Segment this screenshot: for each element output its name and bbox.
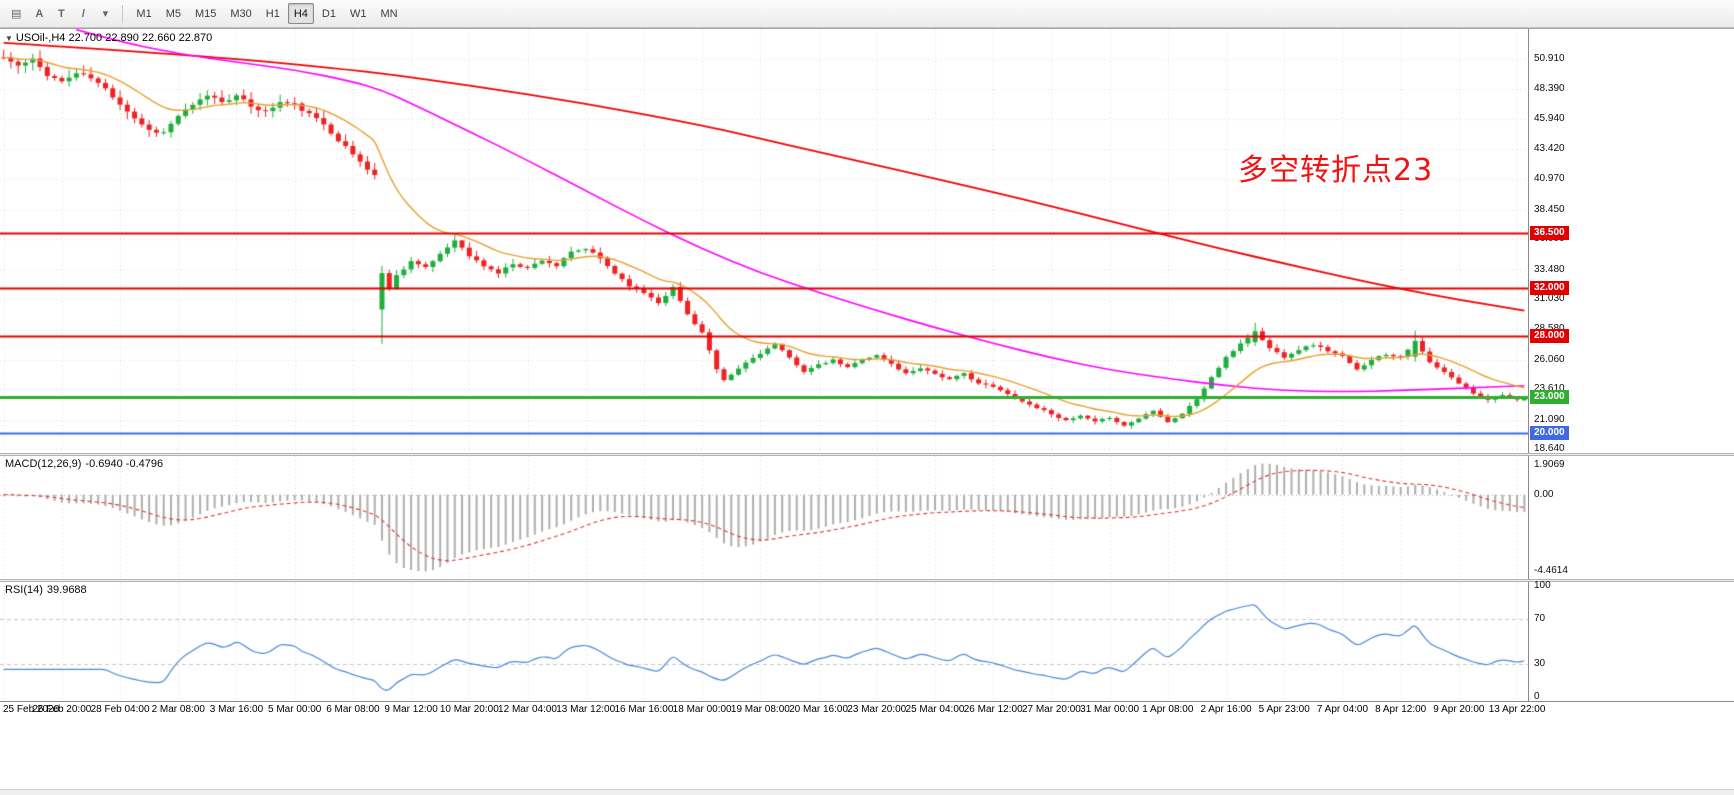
ohlc-values: 22.700 22.890 22.660 22.870 [68, 32, 213, 44]
macd-axis[interactable]: 1.9069 0.00 -4.4614 [1528, 456, 1733, 579]
time-label: 5 Apr 23:00 [1258, 704, 1310, 715]
time-label: 19 Mar 08:00 [730, 704, 790, 715]
hline-price-badge: 32.000 [1530, 280, 1569, 295]
time-label: 25 Feb 2020 [3, 704, 60, 715]
time-label: 16 Mar 16:00 [614, 704, 674, 715]
price-label: 33.480 [1534, 263, 1565, 275]
rsi-panel: RSI(14) 39.9688 100 70 30 0 [0, 580, 1733, 702]
cursor-tool-icon[interactable]: A [35, 7, 44, 20]
macd-zero-label: 0.00 [1534, 488, 1554, 500]
timeframe-button-group: M1 M5 M15 M30 H1 H4 D1 W1 MN [129, 3, 404, 24]
timeframe-h4[interactable]: H4 [287, 3, 314, 24]
time-label: 10 Mar 20:00 [439, 704, 499, 715]
time-label: 28 Feb 04:00 [90, 704, 150, 715]
price-label: 43.420 [1534, 143, 1565, 155]
time-label: 25 Mar 04:00 [905, 704, 965, 715]
timeframe-h1[interactable]: H1 [265, 7, 280, 20]
rsi-level-label: 100 [1534, 580, 1551, 592]
time-label: 5 Mar 00:00 [267, 704, 322, 715]
macd-canvas[interactable] [0, 456, 1528, 579]
timeframe-m15[interactable]: M15 [194, 7, 217, 20]
text-tool-icon[interactable]: T [58, 7, 65, 20]
timeframe-m30[interactable]: M30 [230, 7, 252, 20]
time-axis[interactable]: 25 Feb 2020 26 Feb 20:00 28 Feb 04:00 2 Mar… [0, 701, 1734, 719]
price-label: 45.940 [1534, 112, 1565, 124]
time-label: 18 Mar 00:00 [672, 704, 732, 715]
timeframe-m5[interactable]: M5 [165, 7, 181, 20]
price-axis[interactable]: 50.91048.39045.94043.42040.97038.45036.0… [1528, 29, 1733, 455]
price-panel: ▼ USOil-,H4 22.700 22.890 22.660 22.870 多… [0, 29, 1733, 455]
rsi-level-label: 0 [1534, 690, 1540, 702]
rsi-current-value: 39.9688 [46, 584, 87, 596]
collapse-arrow-icon[interactable]: ▼ [5, 34, 13, 43]
macd-panel: MACD(12,26,9) -0.6940 -0.4796 1.9069 0.00 -… [0, 456, 1733, 579]
time-label: 23 Mar 20:00 [847, 704, 907, 715]
price-label: 26.060 [1534, 353, 1565, 365]
rsi-canvas[interactable] [0, 582, 1528, 701]
rsi-name: RSI(14) [5, 584, 43, 596]
macd-current-values: -0.6940 -0.4796 [85, 458, 164, 470]
panel-splitter[interactable] [0, 453, 1734, 456]
drawing-tools-icon[interactable]: / [81, 7, 85, 20]
time-label: 13 Apr 22:00 [1488, 704, 1546, 715]
top-toolbar: ▤ A T / ▾ M1 M5 M15 M30 H1 H4 D1 W1 MN [0, 0, 1734, 28]
macd-max-label: 1.9069 [1534, 459, 1565, 470]
price-label: 28.580 [1534, 324, 1565, 334]
price-label: 31.030 [1534, 293, 1565, 305]
time-label: 26 Mar 12:00 [963, 704, 1023, 715]
timeframe-d1[interactable]: D1 [321, 7, 336, 20]
rsi-level-label: 30 [1534, 657, 1546, 669]
time-label: 9 Mar 12:00 [384, 704, 438, 715]
time-label: 7 Apr 04:00 [1316, 704, 1369, 715]
hline-price-badge: 20.000 [1530, 426, 1569, 440]
time-label: 2 Apr 16:00 [1200, 704, 1252, 715]
rsi-title: RSI(14) 39.9688 [5, 584, 87, 596]
time-label: 9 Apr 20:00 [1433, 704, 1485, 715]
time-label: 26 Feb 20:00 [32, 704, 92, 715]
price-label: 38.450 [1534, 203, 1565, 215]
macd-name: MACD(12,26,9) [5, 458, 82, 470]
hline-price-badge: 28.000 [1530, 329, 1569, 344]
hline-price-badge: 36.500 [1530, 226, 1569, 241]
time-label: 31 Mar 00:00 [1080, 704, 1140, 715]
chart-window: ▼ USOil-,H4 22.700 22.890 22.660 22.870 多… [0, 28, 1734, 719]
timeframe-w1[interactable]: W1 [349, 7, 367, 20]
timeframe-mn[interactable]: MN [380, 7, 398, 20]
time-label: 8 Apr 12:00 [1375, 704, 1427, 715]
price-chart-canvas[interactable] [0, 29, 1528, 453]
time-label: 13 Mar 12:00 [556, 704, 616, 715]
symbol-timeframe-label: USOil-,H4 [15, 32, 66, 44]
time-label: 27 Mar 20:00 [1021, 704, 1081, 715]
price-label: 23.610 [1534, 384, 1565, 394]
rsi-axis[interactable]: 100 70 30 0 [1528, 580, 1733, 702]
hline-price-badge: 23.000 [1530, 389, 1569, 404]
rsi-level-label: 70 [1534, 613, 1546, 625]
time-label: 6 Mar 08:00 [326, 704, 380, 715]
bottom-strip [0, 789, 1734, 795]
toolbar-icon-group: ▤ A T / ▾ [4, 3, 116, 24]
time-label: 2 Mar 08:00 [151, 704, 205, 715]
chart-annotation-text[interactable]: 多空转折点23 [1238, 153, 1434, 188]
panel-splitter[interactable] [0, 579, 1734, 582]
timeframe-m1[interactable]: M1 [136, 7, 152, 20]
time-label: 1 Apr 08:00 [1142, 704, 1194, 715]
price-label: 21.090 [1534, 413, 1565, 425]
price-label: 48.390 [1534, 83, 1565, 95]
time-label: 3 Mar 16:00 [209, 704, 264, 715]
price-label: 40.970 [1534, 172, 1565, 184]
toolbar-separator [122, 4, 124, 23]
price-label: 18.640 [1534, 443, 1565, 455]
price-label: 50.910 [1534, 52, 1565, 64]
macd-min-label: -4.4614 [1534, 565, 1568, 576]
dropdown-arrow-icon[interactable]: ▾ [102, 8, 109, 20]
chart-window-icon[interactable]: ▤ [11, 8, 22, 20]
macd-title: MACD(12,26,9) -0.6940 -0.4796 [5, 458, 163, 470]
time-label: 20 Mar 16:00 [789, 704, 849, 715]
time-label: 12 Mar 04:00 [498, 704, 557, 715]
chart-title: ▼ USOil-,H4 22.700 22.890 22.660 22.870 [5, 32, 212, 44]
